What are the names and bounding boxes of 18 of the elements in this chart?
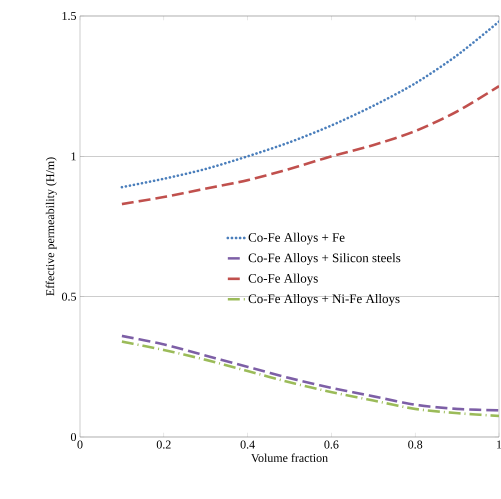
y-tick-label: 1 — [72, 152, 76, 160]
legend-label: Co-Fe Alloys + Silicon steels — [248, 253, 400, 265]
x-tick-label: 0 — [77, 440, 83, 449]
legend-label: Co-Fe Alloys + Fe — [248, 232, 345, 244]
y-axis-title: Effective permeability (H/m) — [46, 157, 57, 296]
line-series — [120, 20, 500, 188]
x-axis-title: Volume fraction — [251, 453, 328, 462]
x-tick-label: 1 — [497, 440, 501, 448]
y-tick-label: 0.5 — [62, 292, 76, 301]
x-tick-label: 0.2 — [156, 440, 171, 449]
line-series — [120, 84, 500, 206]
x-tick-label: 0.6 — [324, 440, 339, 449]
legend-label: Co-Fe Alloys — [248, 274, 318, 286]
x-tick-label: 0.4 — [240, 440, 255, 449]
x-tick-label: 0.8 — [408, 440, 422, 449]
y-tick-label: 0 — [70, 432, 76, 442]
legend-label: Co-Fe Alloys + Ni-Fe Alloys — [248, 294, 400, 306]
y-tick-label: 1.5 — [62, 12, 76, 20]
